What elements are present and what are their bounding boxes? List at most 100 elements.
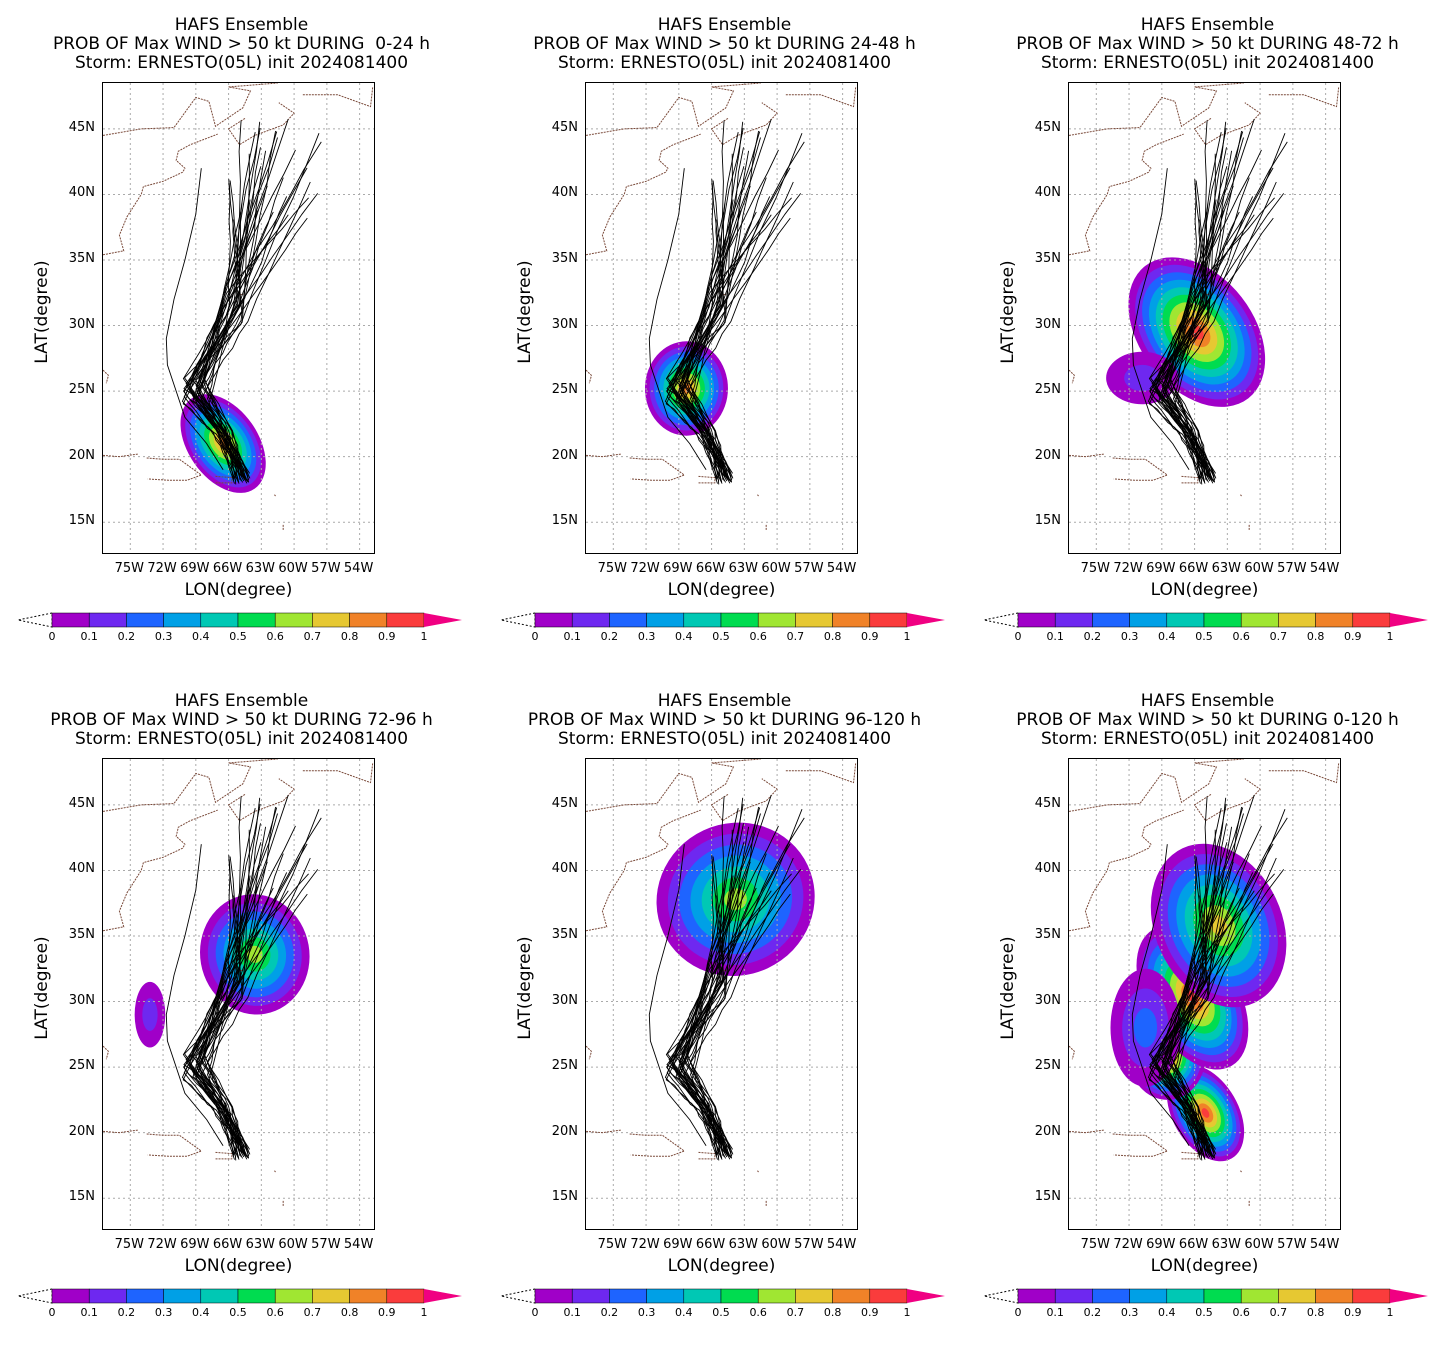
x-tick-label: 57W xyxy=(794,1237,824,1252)
colorbar-label: 1 xyxy=(1386,1306,1394,1319)
ensemble-track xyxy=(1169,853,1250,1152)
colorbar-segment xyxy=(386,612,425,628)
colorbar-segment xyxy=(609,612,647,628)
colorbar-label: 0.9 xyxy=(861,630,879,643)
map-plot-area xyxy=(102,82,375,554)
coastline xyxy=(1240,494,1242,497)
ensemble-track xyxy=(201,150,267,478)
ensemble-track xyxy=(666,196,771,474)
colorbar xyxy=(984,1288,1428,1304)
panel-title-line1: HAFS Ensemble xyxy=(657,691,792,711)
ensemble-track xyxy=(686,855,733,1159)
coastline xyxy=(586,83,761,136)
coastline xyxy=(586,1045,593,1060)
y-tick-label: 25N xyxy=(68,382,95,398)
coastline xyxy=(785,762,857,784)
coastline xyxy=(1112,457,1169,481)
y-tick-label: 35N xyxy=(551,251,578,266)
ensemble-track xyxy=(1155,806,1243,1153)
map-panel: HAFS Ensemble PROB OF Max WIND > 50 kt DU… xyxy=(966,676,1449,1352)
x-tick-label: 69W xyxy=(1146,561,1176,576)
coastline xyxy=(1069,809,1184,932)
colorbar-label: 0.5 xyxy=(229,630,247,643)
colorbar-label: 0.3 xyxy=(637,1306,656,1319)
ensemble-track xyxy=(1165,823,1227,1159)
colorbar-segment xyxy=(1092,612,1130,628)
ensemble-track xyxy=(195,873,309,1153)
coastline xyxy=(103,369,110,384)
ensemble-track xyxy=(686,853,767,1152)
coastline xyxy=(1181,475,1199,484)
ensemble-track xyxy=(1149,133,1286,482)
colorbar-over-triangle xyxy=(1390,613,1428,627)
ensemble-track xyxy=(648,168,707,471)
ensemble-track xyxy=(682,823,744,1159)
coastline xyxy=(1069,369,1076,384)
colorbar-segment xyxy=(757,1288,796,1304)
colorbar-label: 0.6 xyxy=(1232,1306,1250,1319)
y-axis-title: LAT(degree) xyxy=(32,936,52,1040)
probability-contour xyxy=(1201,1108,1210,1118)
ensemble-track xyxy=(1161,873,1275,1153)
y-tick-label: 15N xyxy=(551,513,578,529)
colorbar-segment xyxy=(237,612,276,628)
x-tick-label: 66W xyxy=(212,1237,243,1252)
y-tick-label: 15N xyxy=(551,1189,578,1205)
x-tick-label: 60W xyxy=(278,1237,308,1252)
map-svg xyxy=(1069,759,1340,1229)
colorbar-segment xyxy=(1315,612,1354,628)
colorbar-label: 1 xyxy=(420,1306,428,1319)
colorbar-label: 0.6 xyxy=(266,1306,284,1319)
coastline xyxy=(698,475,716,484)
y-tick-label: 30N xyxy=(1034,316,1061,332)
coastline xyxy=(227,102,295,146)
probability-contour xyxy=(1133,1008,1158,1048)
coastline xyxy=(1069,133,1184,256)
ensemble-track xyxy=(678,197,792,477)
coastline xyxy=(1193,102,1261,146)
coastline xyxy=(215,475,233,484)
colorbar-segment xyxy=(349,612,388,628)
coastline xyxy=(586,809,701,932)
ensemble-track xyxy=(183,829,250,1152)
colorbar-segment xyxy=(51,1288,90,1304)
coastline xyxy=(629,1133,686,1157)
panel-title-line3: Storm: ERNESTO(05L) init 2024081400 xyxy=(557,53,892,73)
y-tick-label: 35N xyxy=(1034,927,1061,942)
x-tick-label: 69W xyxy=(663,1237,693,1252)
panel-title-line1: HAFS Ensemble xyxy=(1140,15,1275,35)
colorbar-label: 0.7 xyxy=(1269,1306,1288,1319)
colorbar-segment xyxy=(1129,612,1168,628)
colorbar-segment xyxy=(312,1288,350,1304)
colorbar-segment xyxy=(1278,1288,1316,1304)
coastline xyxy=(785,86,857,108)
ensemble-track xyxy=(1149,809,1286,1158)
colorbar-label: 0.3 xyxy=(154,1306,173,1319)
y-tick-label: 30N xyxy=(68,992,95,1008)
ensemble-track xyxy=(1169,177,1250,476)
colorbar-segment xyxy=(609,1288,647,1304)
colorbar-segment xyxy=(51,612,90,628)
colorbar-segment xyxy=(163,612,202,628)
ensemble-track xyxy=(183,133,320,482)
x-tick-label: 57W xyxy=(311,1237,341,1252)
x-tick-label: 69W xyxy=(663,561,693,576)
colorbar xyxy=(984,612,1428,628)
y-axis-title: LAT(degree) xyxy=(515,936,535,1040)
coastline xyxy=(586,453,622,458)
colorbar-segment xyxy=(312,612,350,628)
colorbar-segment xyxy=(795,1288,833,1304)
colorbar-segment xyxy=(1240,612,1279,628)
x-tick-label: 72W xyxy=(1113,1237,1143,1252)
panel-title-line2: PROB OF Max WIND > 50 kt DURING 72-96 h xyxy=(50,710,433,730)
map-plot-area xyxy=(585,758,858,1230)
colorbar-segment xyxy=(349,1288,388,1304)
x-tick-label: 60W xyxy=(1244,1237,1274,1252)
colorbar-segment xyxy=(1054,612,1093,628)
map-panel: HAFS Ensemble PROB OF Max WIND > 50 kt DU… xyxy=(483,676,966,1352)
x-tick-label: 75W xyxy=(1080,1237,1110,1252)
coastline xyxy=(586,1129,622,1134)
x-tick-label: 63W xyxy=(728,1237,759,1252)
colorbar-label: 0.1 xyxy=(1046,1306,1064,1319)
colorbar-label: 0.5 xyxy=(712,1306,730,1319)
